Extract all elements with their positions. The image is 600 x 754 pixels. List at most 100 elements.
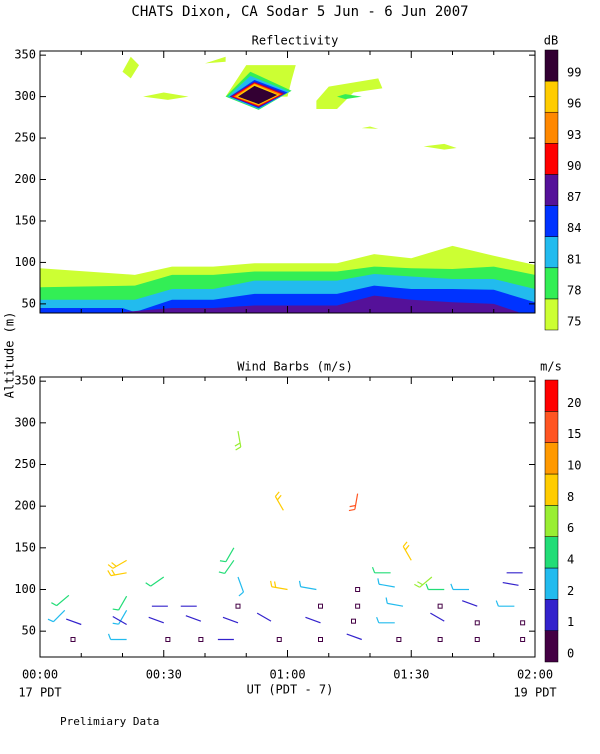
calm-marker (396, 637, 402, 642)
barb-staff (112, 559, 127, 569)
y-tick-label: 100 (14, 255, 36, 269)
barb-feather (371, 567, 376, 574)
barb-feather (270, 580, 273, 587)
wind-barb (414, 576, 433, 588)
contour-patch (423, 143, 457, 150)
colorbar-segment (544, 473, 559, 506)
colorbar-segment (544, 267, 559, 300)
y-tick-label: 250 (14, 131, 36, 145)
colorbar-title: m/s (540, 360, 562, 374)
wind-barb (371, 567, 391, 574)
contour-patch (361, 126, 379, 129)
x-tick-label: 00:00 (22, 668, 58, 682)
contour-patch (238, 85, 278, 105)
wind-barb (462, 600, 478, 607)
wind-barb (256, 612, 272, 622)
x-tick-label: 00:30 (146, 668, 182, 682)
colorbar-label: 10 (567, 459, 581, 473)
colorbar-segment (544, 411, 559, 443)
barb-feather (238, 591, 244, 597)
barb-staff (462, 600, 478, 607)
calm-marker (318, 637, 323, 642)
colorbar-label: 4 (567, 553, 574, 567)
page-title: CHATS Dixon, CA Sodar 5 Jun - 6 Jun 2007 (131, 4, 468, 20)
wind-barb (348, 493, 359, 512)
barb-feather (450, 583, 454, 590)
plot-area (47, 431, 526, 642)
x-tick-label: 01:00 (269, 668, 305, 682)
calm-marker (235, 603, 241, 609)
y-tick-label: 150 (14, 540, 36, 554)
wind-barb (112, 610, 128, 625)
colorbar-label: 78 (567, 283, 581, 297)
colorbar-segment (544, 174, 559, 206)
colorbar-label: 87 (567, 190, 581, 204)
colorbar-label: 8 (567, 490, 574, 504)
contour-patch (122, 56, 139, 79)
barb-feather (112, 622, 119, 625)
y-tick-label: 100 (14, 582, 36, 596)
barb-feather (417, 581, 423, 586)
barb-staff (148, 616, 164, 624)
start-date: 17 PDT (18, 686, 61, 700)
calm-marker (437, 603, 443, 609)
colorbar-label: 0 (567, 647, 574, 661)
colorbar-segment (544, 111, 559, 144)
panel-title: Wind Barbs (m/s) (237, 360, 353, 374)
wind-barb (270, 580, 288, 591)
footer-note: Prelimiary Data (60, 715, 159, 728)
calm-marker (198, 637, 204, 642)
plot-frame (39, 376, 536, 658)
barb-staff (237, 431, 242, 448)
calm-marker (165, 637, 171, 642)
calm-marker (276, 637, 282, 642)
wind-barb (185, 615, 202, 622)
wind-barb (112, 595, 128, 611)
barb-feather (145, 582, 151, 587)
wind-barb (376, 617, 395, 624)
y-axis-label: Altitude (m) (3, 312, 17, 399)
wind-barb (219, 547, 235, 563)
barb-staff (402, 546, 412, 561)
barb-staff (378, 583, 395, 588)
y-tick-label: 350 (14, 48, 36, 62)
barb-staff (185, 615, 202, 622)
wind-barb (107, 559, 127, 569)
barb-feather (385, 597, 388, 604)
colorbar-label: 96 (567, 97, 581, 111)
barb-staff (224, 559, 235, 574)
wind-barb (237, 576, 245, 597)
barb-staff (222, 616, 239, 624)
barb-feather (47, 618, 54, 623)
barb-feather (404, 544, 410, 551)
barb-feather (107, 570, 112, 576)
colorbar-label: 20 (567, 396, 581, 410)
wind-barb (107, 569, 127, 577)
wind-barb (148, 616, 164, 624)
barb-feather (425, 583, 429, 590)
colorbar-segment (544, 379, 559, 412)
contour-band (122, 295, 519, 313)
barb-feather (219, 560, 226, 563)
y-tick-label: 250 (14, 457, 36, 471)
colorbar-segment (544, 442, 559, 475)
contour-patch (205, 56, 226, 64)
colorbar-segment (544, 567, 559, 600)
colorbar-label: 99 (567, 66, 581, 80)
barb-staff (110, 572, 127, 577)
barb-staff (502, 581, 519, 586)
y-tick-label: 200 (14, 499, 36, 513)
wind-barb (430, 612, 445, 622)
barb-feather (107, 633, 112, 640)
wind-barb (385, 597, 404, 607)
x-tick-label: 02:00 (517, 668, 553, 682)
colorbar-segment (544, 143, 559, 175)
barb-staff (53, 609, 66, 623)
barb-staff (387, 602, 404, 607)
colorbar-segment (544, 505, 559, 537)
calm-marker (318, 603, 323, 609)
barb-staff (305, 616, 321, 624)
wind-barb (425, 583, 445, 591)
calm-marker (70, 637, 76, 642)
